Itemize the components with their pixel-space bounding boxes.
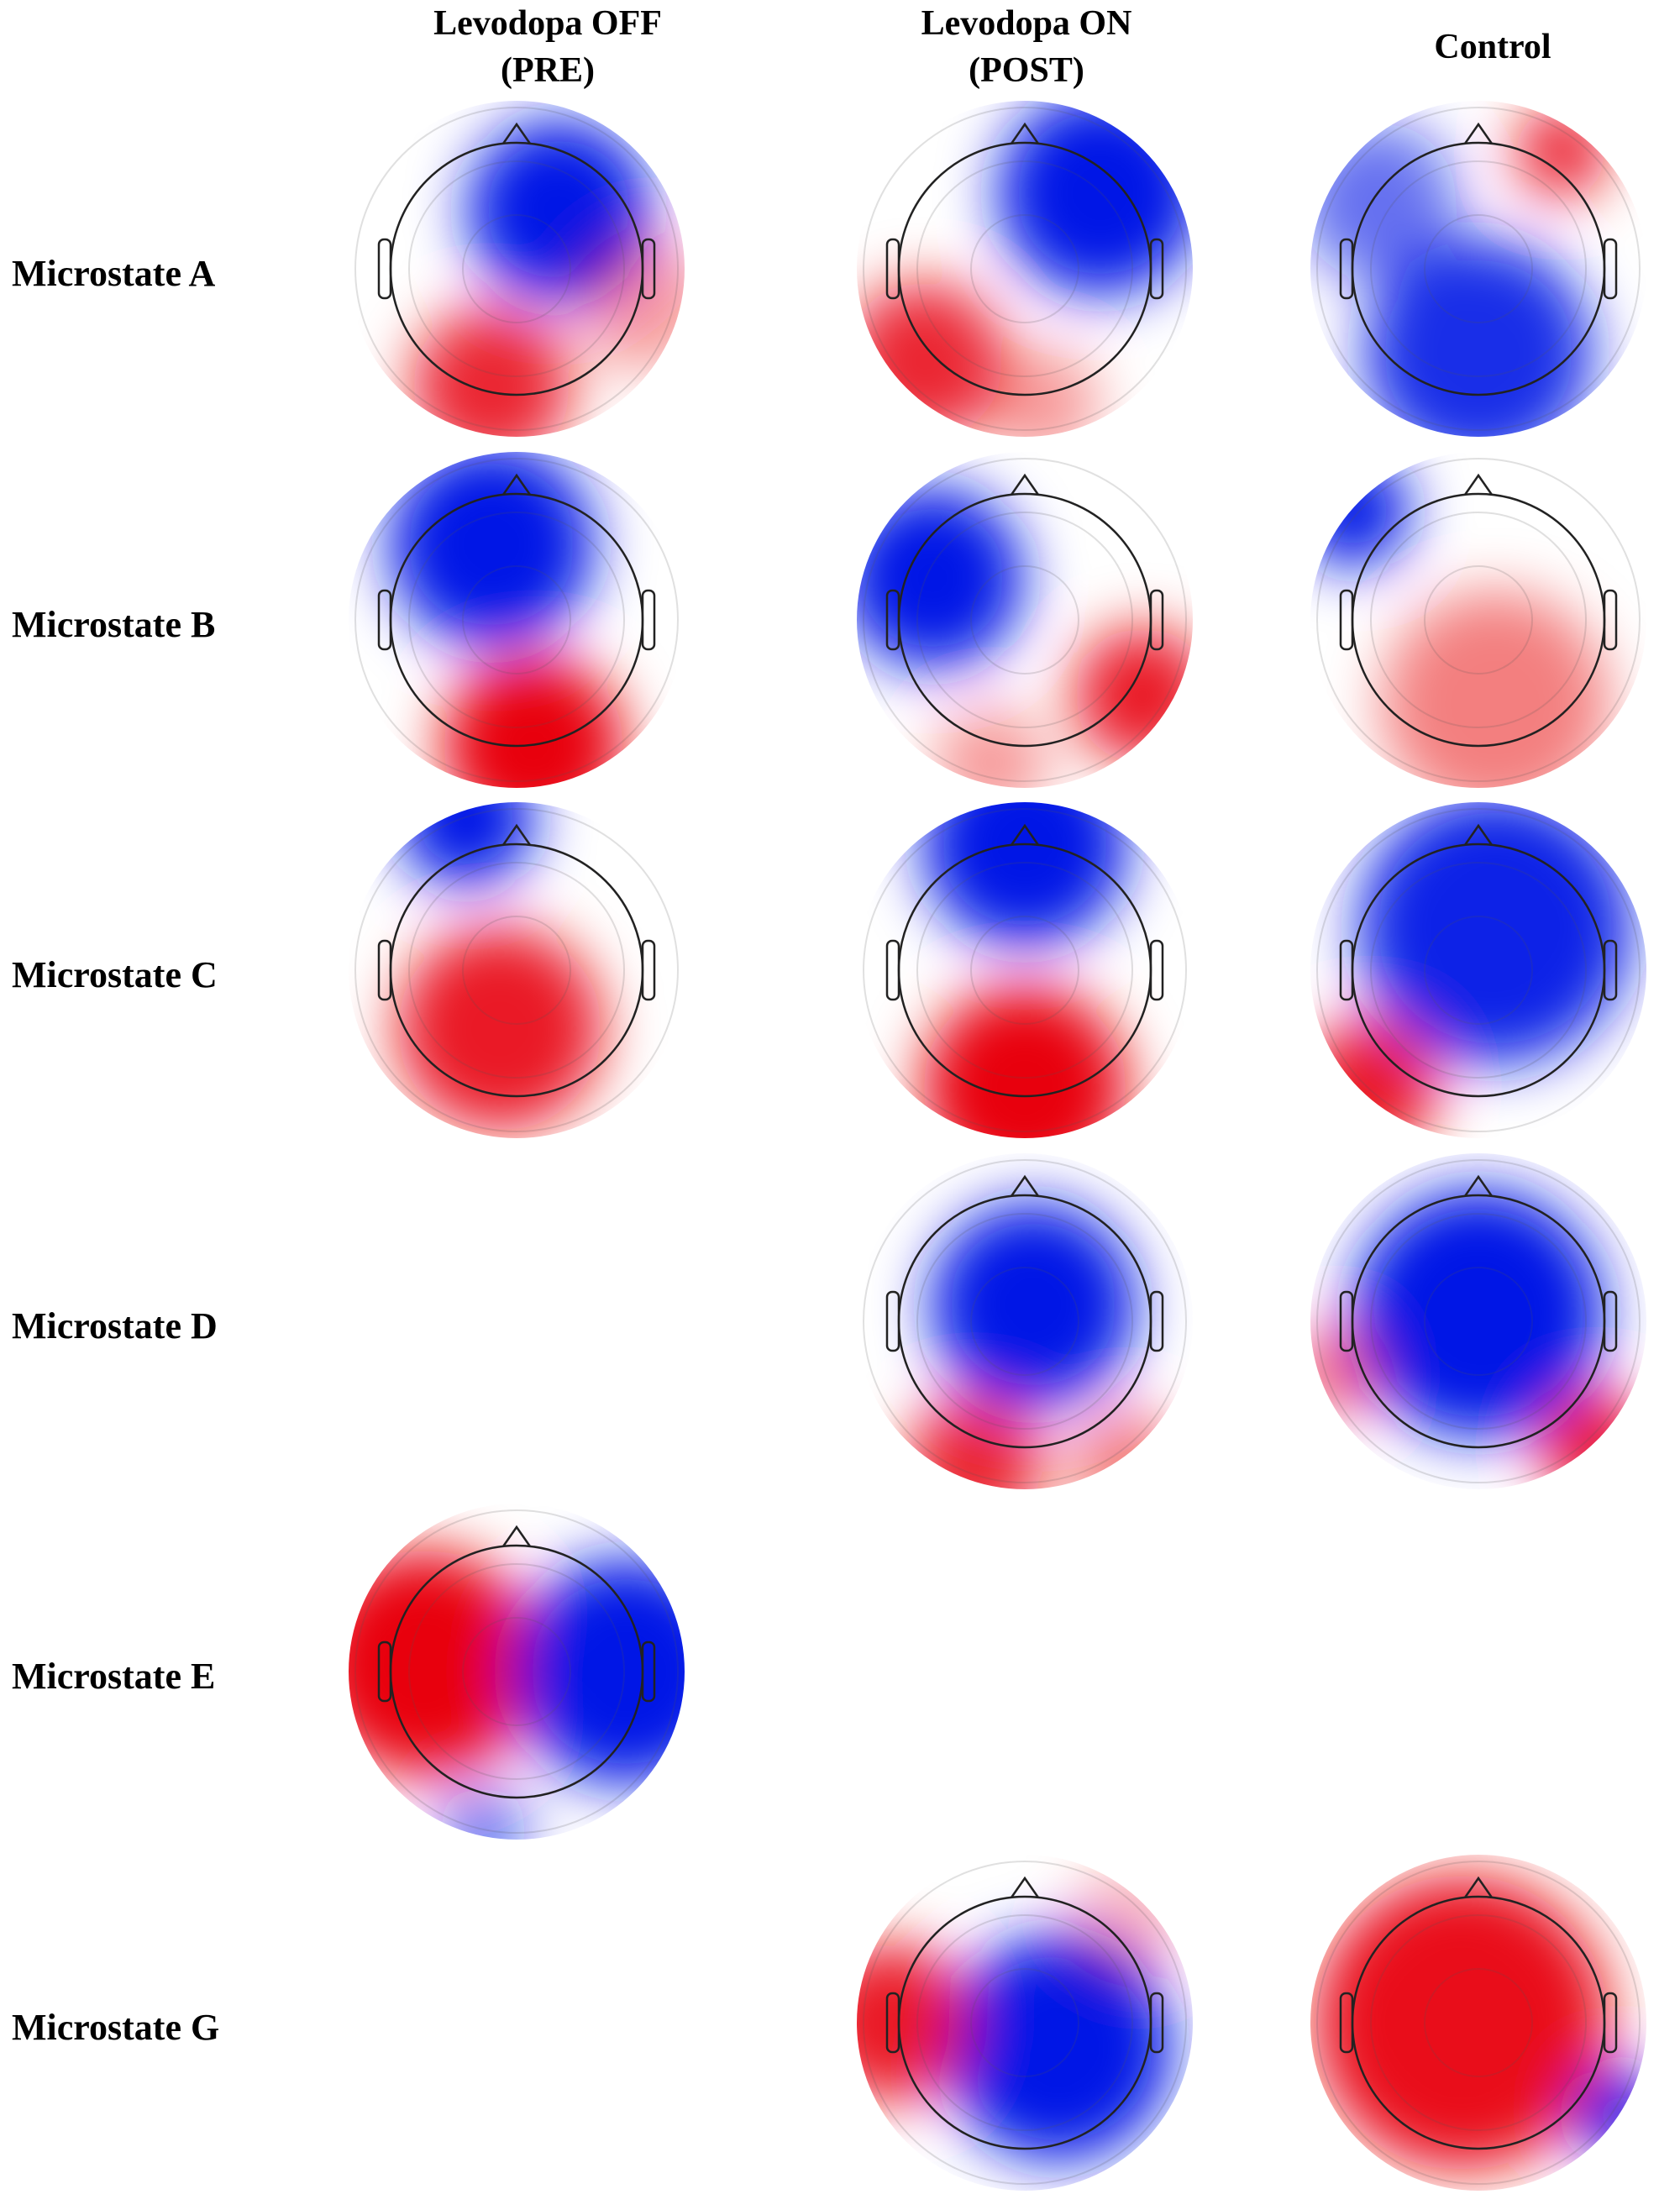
nose-outline	[1463, 473, 1494, 496]
column-header-line1: Levodopa ON	[921, 4, 1132, 43]
row-label-microstate-a: Microstate A	[12, 253, 216, 294]
nose-outline	[1010, 1876, 1040, 1898]
topographic-map	[1310, 452, 1646, 788]
nose-outline	[1463, 1174, 1494, 1197]
left-ear-outline	[885, 1992, 900, 2054]
topographic-map	[1310, 802, 1646, 1138]
nose-outline	[1010, 823, 1040, 846]
topographic-map	[857, 452, 1193, 788]
column-header-line2: (POST)	[969, 51, 1084, 90]
column-header-line2: (PRE)	[501, 51, 595, 90]
nose-outline	[1010, 1174, 1040, 1197]
right-ear-outline	[641, 589, 656, 651]
topographic-map	[1310, 1153, 1646, 1489]
nose-outline	[501, 823, 532, 846]
topographic-map	[1310, 101, 1646, 437]
column-header-levodopa-off: Levodopa OFF (PRE)	[354, 0, 741, 94]
nose-outline	[1463, 122, 1494, 144]
nose-outline	[1010, 473, 1040, 496]
topographic-map	[349, 1504, 685, 1840]
row-label-microstate-d: Microstate D	[12, 1305, 218, 1346]
nose-outline	[1463, 823, 1494, 846]
topographic-map	[349, 452, 685, 788]
right-ear-outline	[1149, 589, 1164, 651]
left-ear-outline	[377, 1640, 392, 1703]
right-ear-outline	[1149, 1992, 1164, 2054]
topographic-map	[857, 1153, 1193, 1489]
left-ear-outline	[1339, 238, 1354, 300]
left-ear-outline	[1339, 939, 1354, 1001]
row-label-microstate-b: Microstate B	[12, 604, 216, 645]
left-ear-outline	[377, 238, 392, 300]
nose-outline	[501, 122, 532, 144]
topographic-map	[349, 802, 685, 1138]
right-ear-outline	[1603, 238, 1618, 300]
right-ear-outline	[1603, 939, 1618, 1001]
topographic-map	[857, 802, 1193, 1138]
column-header-levodopa-on: Levodopa ON (POST)	[833, 0, 1220, 94]
left-ear-outline	[377, 939, 392, 1001]
left-ear-outline	[1339, 1290, 1354, 1352]
topographic-map	[857, 101, 1193, 437]
row-label-microstate-e: Microstate E	[12, 1656, 216, 1697]
left-ear-outline	[377, 589, 392, 651]
column-header-control: Control	[1299, 24, 1680, 71]
right-ear-outline	[1149, 1290, 1164, 1352]
right-ear-outline	[1603, 1992, 1618, 2054]
nose-outline	[1463, 1876, 1494, 1898]
right-ear-outline	[641, 939, 656, 1001]
right-ear-outline	[1603, 589, 1618, 651]
nose-outline	[501, 473, 532, 496]
left-ear-outline	[1339, 1992, 1354, 2054]
right-ear-outline	[1149, 238, 1164, 300]
right-ear-outline	[1603, 1290, 1618, 1352]
left-ear-outline	[885, 238, 900, 300]
right-ear-outline	[641, 1640, 656, 1703]
row-label-microstate-g: Microstate G	[12, 2007, 220, 2048]
row-label-microstate-c: Microstate C	[12, 954, 218, 995]
left-ear-outline	[885, 589, 900, 651]
right-ear-outline	[1149, 939, 1164, 1001]
left-ear-outline	[885, 939, 900, 1001]
nose-outline	[501, 1525, 532, 1547]
right-ear-outline	[641, 238, 656, 300]
column-header-line1: Levodopa OFF	[433, 4, 662, 43]
topographic-map	[349, 101, 685, 437]
left-ear-outline	[1339, 589, 1354, 651]
topographic-map	[1310, 1855, 1646, 2191]
column-header-line2: Control	[1434, 28, 1551, 66]
topographic-map	[857, 1855, 1193, 2191]
left-ear-outline	[885, 1290, 900, 1352]
nose-outline	[1010, 122, 1040, 144]
